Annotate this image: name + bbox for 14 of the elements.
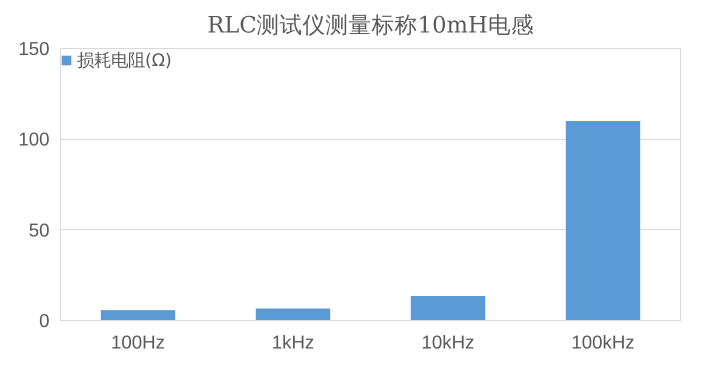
- legend-label: 损耗电阻(Ω): [77, 50, 172, 72]
- bar: [566, 121, 640, 320]
- y-tick-label: 100: [18, 128, 50, 150]
- bar: [100, 310, 176, 320]
- y-tick-label: 50: [28, 219, 50, 240]
- y-tick-label: 150: [18, 38, 50, 59]
- bar: [256, 308, 330, 320]
- y-tick-label: 0: [39, 310, 50, 331]
- chart-title: RLC测试仪测量标称10mH电感: [207, 12, 534, 38]
- x-tick-label: 100Hz: [111, 332, 165, 352]
- x-tick-label: 1kHz: [272, 332, 314, 352]
- x-tick-label: 10kHz: [422, 332, 474, 352]
- x-tick-label: 100kHz: [571, 332, 635, 352]
- bar: [410, 296, 486, 320]
